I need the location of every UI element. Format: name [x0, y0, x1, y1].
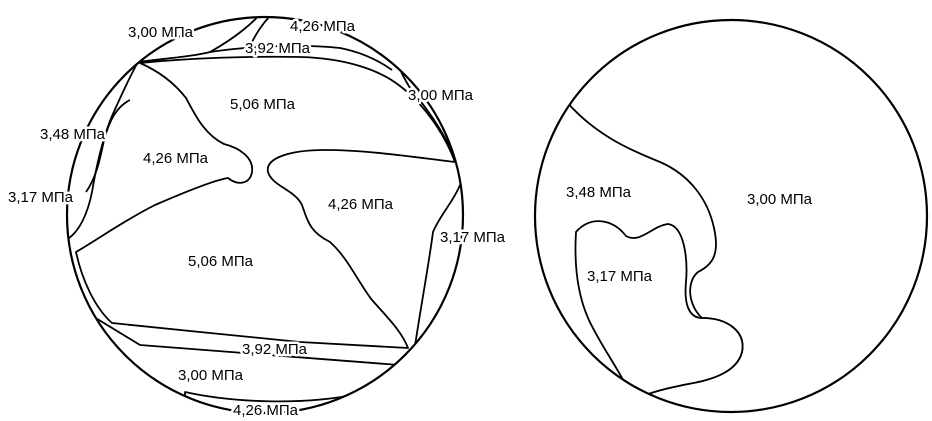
pressure-label: 3,00 МПа [178, 367, 244, 384]
pressure-label: 3,00 МПа [128, 24, 194, 41]
pressure-label: 3,17 МПа [8, 189, 74, 206]
pressure-label: 3,17 МПа [440, 229, 506, 246]
pressure-label: 3,48 МПа [40, 126, 106, 143]
pressure-label: 5,06 МПа [188, 253, 254, 270]
pressure-label: 4,26 МПа [290, 18, 356, 35]
pressure-label: 5,06 МПа [230, 96, 296, 113]
pressure-label: 4,26 МПа [143, 150, 209, 167]
pressure-label: 4,26 МПа [328, 196, 394, 213]
pressure-label: 3,00 МПа [408, 87, 474, 104]
pressure-label: 3,92 МПа [242, 341, 308, 358]
pressure-label: 3,92 МПа [245, 40, 311, 57]
pressure-label: 3,00 МПа [747, 191, 813, 208]
pressure-label: 3,48 МПа [566, 184, 632, 201]
pressure-label: 4,26 МПа [233, 402, 299, 419]
pressure-label: 3,17 МПа [587, 268, 653, 285]
